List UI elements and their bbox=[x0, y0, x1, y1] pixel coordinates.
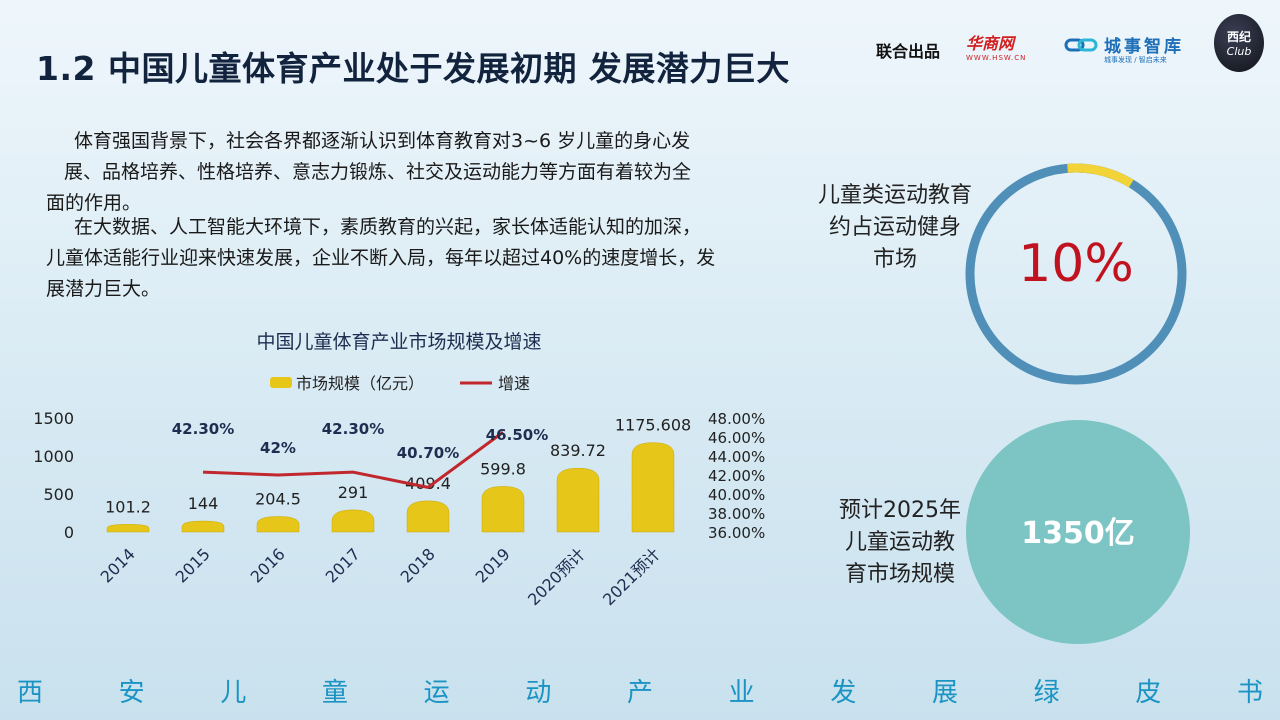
share-value: 10% bbox=[1018, 234, 1134, 294]
forecast-value: 1350亿 bbox=[1021, 516, 1135, 551]
share-label-line: 约占运动健身 bbox=[828, 215, 961, 240]
forecast-label: 预计2025年 儿童运动教 育市场规模 bbox=[800, 495, 1000, 591]
joint-production-label: 联合出品 bbox=[876, 42, 941, 61]
y-left-tick-label: 1500 bbox=[33, 409, 74, 428]
growth-line bbox=[202, 431, 504, 489]
footer-char: 运 bbox=[423, 678, 450, 708]
footer-char: 皮 bbox=[1135, 678, 1162, 708]
y-right-tick-label: 48.00% bbox=[708, 410, 765, 428]
bar-data-label: 599.8 bbox=[480, 459, 526, 478]
club-logo-bottom: Club bbox=[1226, 45, 1252, 58]
y-right-tick-label: 36.00% bbox=[708, 524, 765, 542]
forecast-label-line: 育市场规模 bbox=[844, 562, 955, 587]
y-left-tick-label: 1000 bbox=[33, 447, 74, 466]
intro-paragraph-2: 在大数据、人工智能大环境下，素质教育的兴起，家长体适能认知的加深， 儿童体适能行… bbox=[46, 212, 786, 305]
legend-label-bar: 市场规模（亿元） bbox=[296, 374, 424, 393]
line-data-label: 40.70% bbox=[397, 444, 459, 462]
share-ring bbox=[965, 163, 1187, 385]
bar bbox=[331, 509, 375, 533]
y-left-tick-label: 500 bbox=[43, 485, 74, 504]
bar bbox=[406, 500, 450, 533]
hsw-logo-url: WWW.HSW.CN bbox=[966, 54, 1027, 62]
footer-char: 业 bbox=[728, 678, 755, 708]
paragraph-line: 展潜力巨大。 bbox=[46, 278, 161, 300]
hsw-logo: 华商网 WWW.HSW.CN bbox=[966, 30, 1038, 66]
x-tick-label: 2015 bbox=[172, 544, 214, 586]
x-tick-label: 2017 bbox=[322, 544, 364, 586]
line-data-label: 42.30% bbox=[322, 420, 384, 438]
bar-data-label: 204.5 bbox=[255, 489, 301, 508]
x-tick-label: 2019 bbox=[472, 544, 514, 586]
y-right-tick-label: 38.00% bbox=[708, 505, 765, 523]
bar bbox=[481, 486, 525, 533]
chain-link-icon bbox=[1064, 38, 1098, 52]
x-tick-label: 2016 bbox=[247, 544, 289, 586]
footer-char: 童 bbox=[322, 678, 349, 708]
x-tick-label: 2020预计 bbox=[524, 544, 589, 609]
footer-char: 展 bbox=[932, 678, 959, 708]
bar-data-label: 839.72 bbox=[550, 441, 606, 460]
paragraph-line: 在大数据、人工智能大环境下，素质教育的兴起，家长体适能认知的加深， bbox=[74, 216, 702, 238]
footer-char: 书 bbox=[1237, 678, 1264, 708]
line-data-label: 46.50% bbox=[486, 426, 548, 444]
line-data-label: 42% bbox=[260, 439, 296, 457]
xiji-club-logo: 西纪 Club bbox=[1214, 14, 1264, 72]
club-logo-top: 西纪 bbox=[1226, 30, 1251, 44]
bar-data-label: 144 bbox=[188, 494, 219, 513]
share-ring-highlight bbox=[1067, 163, 1134, 188]
footer-char: 儿 bbox=[220, 678, 247, 708]
forecast-label-line: 儿童运动教 bbox=[844, 530, 955, 555]
hsw-logo-text: 华商网 bbox=[966, 34, 1015, 53]
bar-data-label: 101.2 bbox=[105, 497, 151, 516]
bar bbox=[181, 520, 225, 533]
chengshi-logo-sub: 城事发现 / 智启未来 bbox=[1104, 56, 1167, 64]
share-label-line: 市场 bbox=[872, 247, 917, 272]
y-right-tick-label: 46.00% bbox=[708, 429, 765, 447]
paragraph-line: 展、品格培养、性格培养、意志力锻炼、社交及运动能力等方面有着较为全 bbox=[64, 161, 692, 183]
footer-char: 动 bbox=[525, 678, 552, 708]
intro-paragraph-1: 体育强国背景下，社会各界都逐渐认识到体育教育对3~6 岁儿童的身心发 展、品格培… bbox=[46, 126, 786, 219]
footer-banner: 西安儿童运动产业发展绿皮书 bbox=[0, 668, 1280, 716]
line-data-label: 42.30% bbox=[172, 420, 234, 438]
x-tick-label: 2014 bbox=[97, 544, 139, 586]
x-tick-label: 2018 bbox=[397, 544, 439, 586]
bar bbox=[256, 516, 300, 533]
share-label-line: 儿童类运动教育 bbox=[817, 183, 972, 208]
y-right-tick-label: 44.00% bbox=[708, 448, 765, 466]
page-title: 1.2 中国儿童体育产业处于发展初期 发展潜力巨大 bbox=[36, 49, 790, 88]
partner-logos: 联合出品 华商网 WWW.HSW.CN 城事智库 城事发现 / 智启未来 西纪 … bbox=[876, 14, 1266, 76]
share-label: 儿童类运动教育 约占运动健身 市场 bbox=[800, 180, 990, 276]
footer-char: 发 bbox=[830, 678, 857, 708]
chart-title: 中国儿童体育产业市场规模及增速 bbox=[256, 331, 541, 353]
chengshi-logo-name: 城事智库 bbox=[1104, 37, 1184, 57]
footer-char: 绿 bbox=[1033, 678, 1060, 708]
bar-data-label: 291 bbox=[338, 483, 369, 502]
footer-char: 安 bbox=[118, 678, 145, 708]
paragraph-line: 儿童体适能行业迎来快速发展，企业不断入局，每年以超过40%的速度增长，发 bbox=[46, 247, 716, 269]
legend-label-line: 增速 bbox=[498, 374, 530, 393]
chengshi-logo: 城事智库 城事发现 / 智启未来 bbox=[1064, 28, 1194, 68]
y-right-tick-label: 40.00% bbox=[708, 486, 765, 504]
forecast-label-line: 预计2025年 bbox=[839, 498, 961, 523]
forecast-circle bbox=[966, 420, 1190, 644]
y-right-tick-label: 42.00% bbox=[708, 467, 765, 485]
bar bbox=[106, 524, 150, 533]
bar bbox=[556, 467, 600, 533]
footer-char: 西 bbox=[17, 678, 44, 708]
y-left-tick-label: 0 bbox=[64, 523, 74, 542]
footer-char: 产 bbox=[627, 678, 654, 708]
bar-data-label: 1175.608 bbox=[615, 416, 691, 435]
bar bbox=[631, 442, 675, 533]
legend-swatch-bar bbox=[270, 377, 292, 388]
paragraph-line: 体育强国背景下，社会各界都逐渐认识到体育教育对3~6 岁儿童的身心发 bbox=[74, 130, 691, 152]
paragraph-line: 面的作用。 bbox=[46, 192, 142, 214]
x-tick-label: 2021预计 bbox=[599, 544, 664, 609]
